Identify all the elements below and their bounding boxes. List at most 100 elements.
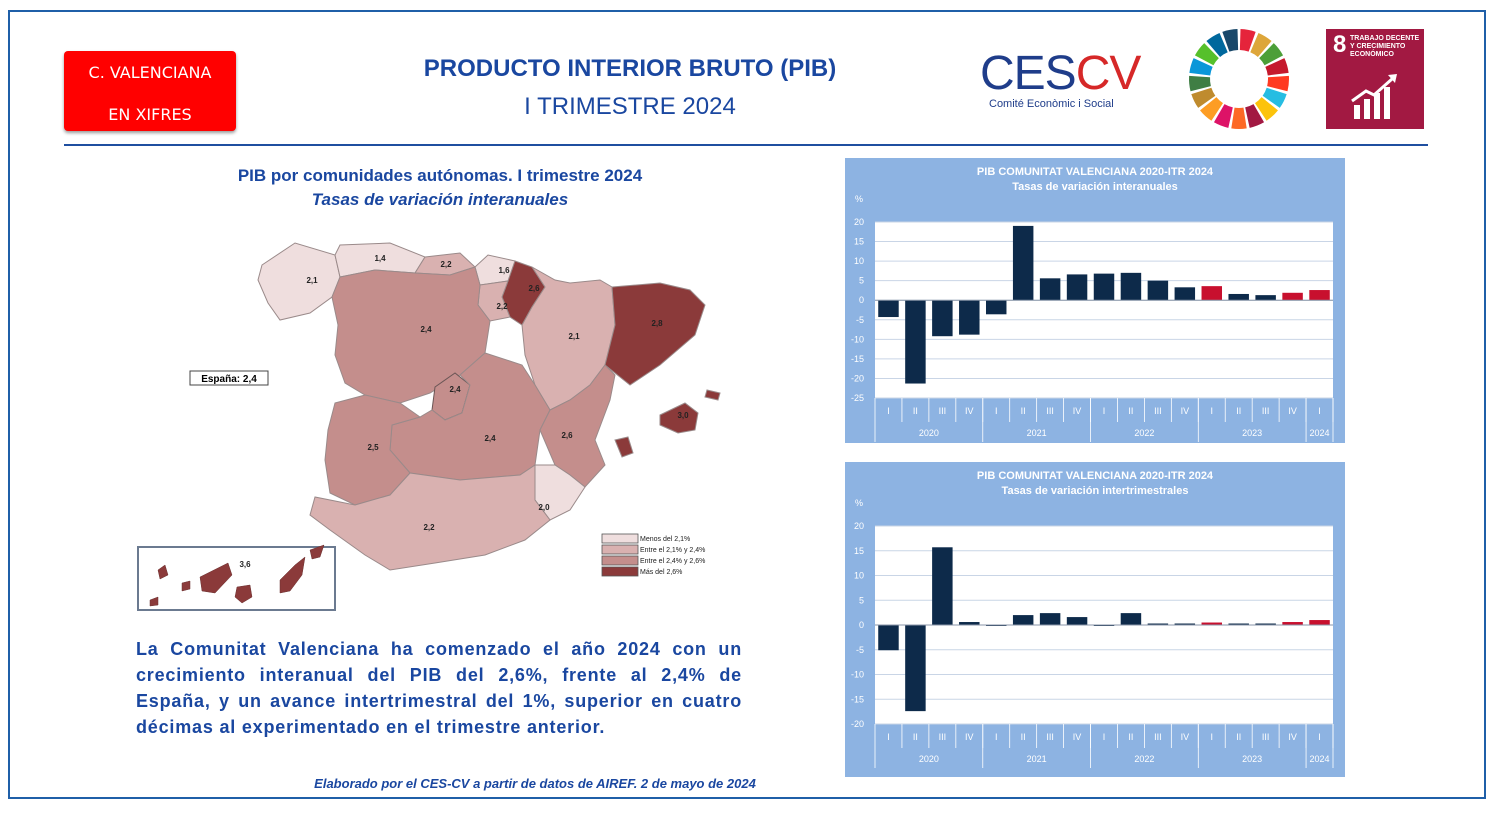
region-illes-balears — [614, 389, 721, 458]
sdg-wheel-segment — [1231, 107, 1247, 129]
x-tick-label: III — [1046, 406, 1054, 416]
summary-text: La Comunitat Valenciana ha comenzado el … — [136, 639, 742, 737]
map-legend: Menos del 2,1% Entre el 2,1% y 2,4% Entr… — [601, 533, 705, 577]
sdg-wheel-segment — [1206, 32, 1228, 57]
header-divider — [64, 144, 1428, 146]
bar — [1174, 287, 1196, 301]
legend-swatch-2 — [601, 555, 639, 566]
x-tick-label: I — [1318, 406, 1321, 416]
region-cataluna — [604, 282, 706, 386]
x-year-label: 2021 — [1027, 754, 1047, 764]
bar — [1120, 272, 1142, 301]
x-year-label: 2022 — [1134, 754, 1154, 764]
bar — [1066, 617, 1088, 625]
bar — [932, 300, 953, 337]
y-tick-label: -10 — [851, 334, 864, 344]
x-tick-label: II — [1128, 732, 1133, 742]
label-castilla-la-mancha: 2,4 — [484, 434, 496, 443]
y-tick-label: 15 — [854, 546, 864, 556]
sdg-wheel-segment — [1191, 87, 1216, 108]
y-axis-label: % — [855, 498, 863, 508]
sdg-wheel-segment — [1239, 29, 1256, 52]
legend-label-0: Menos del 2,1% — [640, 536, 690, 543]
sdg8-text: TRABAJO DECENTE Y CRECIMIENTO ECONÓMICO — [1350, 35, 1420, 58]
canarias-inset — [137, 546, 336, 611]
bar — [1228, 623, 1249, 625]
page-frame — [8, 10, 1486, 799]
chart-intertrimestral-svg: PIB COMUNITAT VALENCIANA 2020-ITR 2024 Ta… — [851, 470, 1334, 768]
label-cataluna: 2,8 — [651, 319, 663, 328]
x-tick-label: IV — [1288, 732, 1297, 742]
bar — [1120, 613, 1142, 625]
y-tick-label: 5 — [859, 276, 864, 286]
spain-total-box — [189, 370, 269, 386]
x-tick-label: III — [1154, 732, 1162, 742]
legend-label-2: Entre el 2,4% y 2,6% — [640, 558, 705, 565]
sdg-wheel-segment — [1189, 75, 1211, 92]
sdg-wheel-segment — [1222, 29, 1239, 52]
bar — [1309, 620, 1330, 625]
x-year-label: 2022 — [1134, 428, 1154, 438]
x-year-label: 2021 — [1027, 428, 1047, 438]
legend-swatch-3 — [601, 566, 639, 577]
region-labels: 2,1 1,4 2,2 1,6 2,6 2,2 2,1 2,8 2,4 2,4 … — [239, 254, 689, 569]
legend-label-1: Entre el 2,1% y 2,4% — [640, 547, 705, 554]
x-tick-label: I — [887, 406, 890, 416]
x-tick-label: IV — [1073, 732, 1082, 742]
chart-interanual: PIB COMUNITAT VALENCIANA 2020-ITR 2024 Ta… — [845, 158, 1345, 443]
spain-total-label: España: 2,4 — [201, 374, 257, 385]
y-tick-label: -5 — [856, 645, 864, 655]
map-title: PIB por comunidades autónomas. I trimest… — [237, 166, 643, 185]
bar — [1039, 278, 1061, 301]
x-tick-label: I — [887, 732, 890, 742]
spain-map: España: 2,4 2,1 1,4 2,2 1,6 2,6 2,2 2,1 … — [137, 242, 721, 611]
bar — [878, 300, 899, 318]
bar — [1228, 293, 1249, 301]
label-madrid: 2,4 — [449, 385, 461, 394]
bar — [932, 547, 953, 625]
y-tick-label: 15 — [854, 237, 864, 247]
sdg-wheel-segment — [1265, 58, 1289, 76]
chart-intertrimestral: PIB COMUNITAT VALENCIANA 2020-ITR 2024 Ta… — [845, 462, 1345, 777]
map-subtitle: Tasas de variación interanuales — [311, 190, 569, 209]
bar — [1201, 286, 1223, 301]
x-tick-label: III — [939, 406, 947, 416]
y-tick-label: -20 — [851, 373, 864, 383]
x-tick-label: II — [1021, 406, 1026, 416]
sdg-wheel-segment — [1250, 32, 1272, 57]
sdg-wheel-segment — [1259, 43, 1284, 66]
legend-swatch-0 — [601, 533, 639, 544]
x-tick-label: I — [1103, 732, 1106, 742]
x-tick-label: III — [1046, 732, 1054, 742]
x-tick-label: I — [995, 732, 998, 742]
sdg-wheel-segment — [1262, 87, 1287, 108]
ces-logo-part1: CES — [980, 47, 1077, 100]
chart-subtitle: Tasas de variación interanuales — [1012, 181, 1177, 193]
bar — [1039, 613, 1061, 625]
y-tick-label: -15 — [851, 694, 864, 704]
x-tick-label: I — [1103, 406, 1106, 416]
sdg-wheel-segment — [1254, 97, 1278, 121]
bar — [905, 625, 926, 712]
label-pais-vasco: 1,6 — [498, 266, 510, 275]
x-year-label: 2020 — [919, 754, 939, 764]
label-aragon: 2,1 — [568, 332, 580, 341]
bar — [1255, 295, 1276, 301]
x-year-label: 2023 — [1242, 754, 1262, 764]
x-tick-label: III — [939, 732, 947, 742]
growth-chart-icon — [1351, 74, 1397, 119]
sdg-wheel-icon — [1189, 29, 1289, 129]
bar — [905, 300, 926, 384]
label-navarra: 2,6 — [528, 284, 540, 293]
region-canarias — [149, 544, 325, 607]
x-tick-label: II — [1236, 406, 1241, 416]
label-asturias: 1,4 — [374, 254, 386, 263]
bar — [1282, 622, 1303, 625]
x-year-label: 2024 — [1310, 754, 1330, 764]
sdg-wheel-segment — [1189, 58, 1213, 76]
x-tick-label: IV — [965, 732, 974, 742]
x-tick-label: I — [995, 406, 998, 416]
label-castilla-leon: 2,4 — [420, 325, 432, 334]
y-tick-label: 0 — [859, 620, 864, 630]
label-andalucia: 2,2 — [423, 523, 435, 532]
